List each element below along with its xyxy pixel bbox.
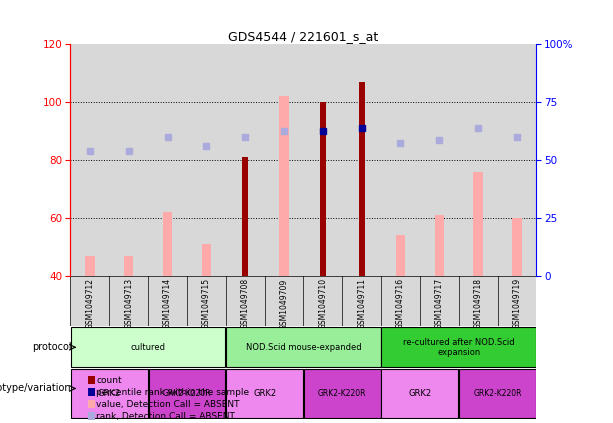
FancyBboxPatch shape [381,327,536,368]
Bar [459,276,498,326]
Bar [226,44,265,276]
Bar [265,276,303,326]
Text: cultured: cultured [131,343,166,352]
Text: GRK2-K220R: GRK2-K220R [162,389,211,398]
Text: GSM1049714: GSM1049714 [163,278,172,330]
Text: rank, Detection Call = ABSENT: rank, Detection Call = ABSENT [96,412,235,421]
Bar [303,276,342,326]
Bar [342,44,381,276]
Text: GSM1049719: GSM1049719 [512,278,522,330]
Bar [109,44,148,276]
Bar [148,276,187,326]
Text: GRK2-K220R: GRK2-K220R [473,389,522,398]
Bar [473,172,483,276]
Title: GDS4544 / 221601_s_at: GDS4544 / 221601_s_at [228,30,379,43]
FancyBboxPatch shape [71,369,148,418]
Text: GSM1049708: GSM1049708 [241,278,249,330]
Bar [242,157,248,276]
Bar [303,44,342,276]
Bar [148,44,187,276]
Bar [124,255,134,276]
Bar [70,44,109,276]
Bar [70,276,109,326]
Text: GRK2-K220R: GRK2-K220R [318,389,367,398]
Bar [187,44,226,276]
Bar [265,44,303,276]
Text: genotype/variation: genotype/variation [0,384,71,393]
Text: percentile rank within the sample: percentile rank within the sample [96,388,249,397]
Bar [512,218,522,276]
Bar [381,44,420,276]
Text: GSM1049715: GSM1049715 [202,278,211,330]
FancyBboxPatch shape [226,327,381,368]
Bar [85,255,94,276]
Bar [381,276,420,326]
FancyBboxPatch shape [304,369,381,418]
Bar [320,102,326,276]
Bar [498,44,536,276]
Text: protocol: protocol [32,342,71,352]
Bar [396,235,405,276]
Bar [280,96,289,276]
Text: GSM1049709: GSM1049709 [280,278,289,330]
Bar [498,276,536,326]
Bar [109,276,148,326]
Bar [202,244,211,276]
FancyBboxPatch shape [381,369,459,418]
Bar [187,276,226,326]
FancyBboxPatch shape [226,369,303,418]
Bar [420,44,459,276]
Bar [359,82,365,276]
FancyBboxPatch shape [148,369,226,418]
Bar [435,215,444,276]
FancyBboxPatch shape [71,327,226,368]
Text: GRK2: GRK2 [408,389,432,398]
Text: count: count [96,376,122,385]
Text: GSM1049718: GSM1049718 [474,278,482,329]
Text: GRK2: GRK2 [253,389,276,398]
Text: GSM1049716: GSM1049716 [396,278,405,330]
Text: GRK2: GRK2 [97,389,121,398]
Bar [226,276,265,326]
Text: GSM1049711: GSM1049711 [357,278,366,329]
Bar [163,212,172,276]
Bar [420,276,459,326]
Text: value, Detection Call = ABSENT: value, Detection Call = ABSENT [96,400,240,409]
Text: GSM1049713: GSM1049713 [124,278,133,330]
Bar [459,44,498,276]
Text: NOD.Scid mouse-expanded: NOD.Scid mouse-expanded [246,343,361,352]
Text: GSM1049717: GSM1049717 [435,278,444,330]
Bar [342,276,381,326]
Text: GSM1049712: GSM1049712 [85,278,94,329]
Text: GSM1049710: GSM1049710 [318,278,327,330]
FancyBboxPatch shape [459,369,536,418]
Text: re-cultured after NOD.Scid
expansion: re-cultured after NOD.Scid expansion [403,338,514,357]
